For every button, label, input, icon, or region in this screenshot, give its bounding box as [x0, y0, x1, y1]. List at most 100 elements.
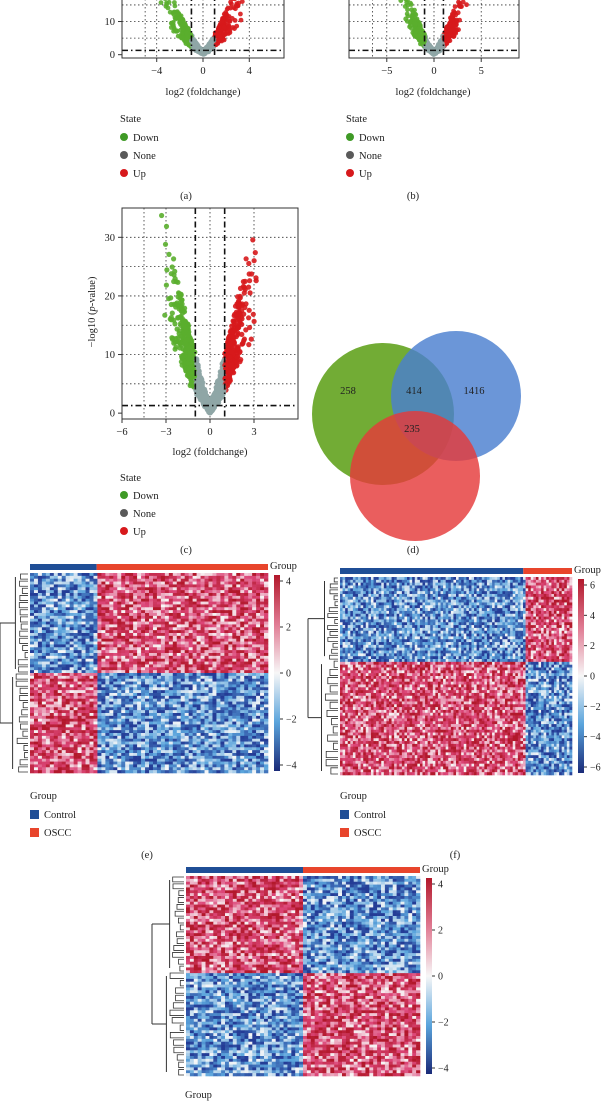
volcano-point [173, 304, 179, 310]
heatmap-cell [33, 621, 39, 625]
heatmap-cell [125, 584, 130, 588]
volcano-point [227, 370, 233, 376]
heatmap-cell [73, 601, 78, 605]
heatmap-cell [45, 601, 51, 605]
heatmap-cell [156, 598, 162, 602]
volcano-point [241, 338, 247, 344]
heatmap-cell [141, 581, 146, 585]
heatmap-cell [156, 578, 162, 582]
heatmap-cell [244, 630, 249, 634]
volcano-point [403, 16, 409, 22]
heatmap-cell [145, 613, 150, 617]
heatmap-cell [69, 613, 74, 617]
heatmap-cell [129, 595, 134, 600]
heatmap-cell [216, 590, 221, 594]
volcano-point [421, 40, 427, 46]
heatmap-cell [41, 618, 47, 622]
heatmap-cell [228, 621, 233, 625]
volcano-point [162, 241, 169, 247]
heatmap-cell [137, 587, 142, 591]
heatmap-cell [228, 613, 233, 617]
heatmap-cell [204, 630, 209, 634]
heatmap-cell [97, 610, 102, 614]
heatmap-cell [196, 604, 201, 608]
heatmap-cell [196, 581, 201, 585]
heatmap-cell [212, 604, 217, 608]
heatmap-cell [164, 607, 170, 611]
volcano-point [235, 325, 241, 331]
heatmap-cell [252, 610, 257, 614]
heatmap-cell [129, 601, 134, 605]
heatmap-cell [61, 615, 66, 620]
heatmap-cell [49, 601, 55, 605]
heatmap-cell [152, 598, 158, 602]
heatmap-cell [240, 593, 245, 597]
heatmap-cell [228, 598, 233, 602]
heatmap-cell [184, 601, 189, 605]
heatmap-cell [256, 595, 261, 600]
heatmap-cell [109, 601, 114, 605]
heatmap-cell [85, 587, 90, 591]
heatmap-cell [236, 624, 241, 628]
heatmap-cell [73, 621, 78, 625]
heatmap-cell [260, 624, 265, 628]
volcano-point [246, 307, 252, 313]
heatmap-cell [168, 601, 174, 605]
heatmap-cell [113, 621, 118, 625]
heatmap-cell [105, 633, 110, 637]
heatmap-cell [49, 630, 55, 634]
heatmap-cell [156, 587, 162, 591]
heatmap-cell [101, 624, 106, 628]
heatmap-cell [228, 581, 233, 585]
y-tick-label: 0 [110, 50, 115, 61]
heatmap-cell [204, 601, 209, 605]
heatmap-cell [33, 613, 39, 617]
heatmap-cell [252, 587, 257, 591]
heatmap-cell [248, 587, 253, 591]
heatmap-cell [137, 630, 142, 634]
heatmap-cell [137, 624, 142, 628]
heatmap-cell [30, 610, 35, 614]
heatmap-cell [180, 618, 185, 622]
heatmap-cell [260, 595, 265, 600]
heatmap-cell [216, 618, 221, 622]
heatmap-cell [141, 627, 146, 631]
heatmap-cell [89, 578, 94, 582]
heatmap-cell [85, 578, 90, 582]
heatmap-cell [152, 573, 158, 577]
heatmap-cell [65, 618, 70, 622]
heatmap-cell [196, 613, 201, 617]
heatmap-cell [232, 584, 237, 588]
heatmap-cell [145, 598, 150, 602]
heatmap-cell [65, 581, 70, 585]
heatmap-cell [192, 581, 197, 585]
volcano-point [227, 341, 234, 347]
heatmap-cell [172, 581, 178, 585]
legend-none-label: None [133, 509, 156, 520]
heatmap-cell [164, 624, 170, 628]
heatmap-cell [93, 621, 98, 625]
heatmap-cell [256, 584, 261, 588]
heatmap-cell [180, 607, 185, 611]
heatmap-cell [224, 584, 229, 588]
heatmap-cell [224, 590, 229, 594]
heatmap-cell [33, 598, 39, 602]
heatmap-cell [236, 584, 241, 588]
heatmap-cell [244, 618, 249, 622]
heatmap-cell [121, 573, 126, 577]
heatmap-cell [93, 595, 98, 600]
heatmap-cell [53, 598, 59, 602]
heatmap-cell [184, 575, 189, 580]
heatmap-cell [248, 615, 253, 620]
heatmap-cell [248, 573, 253, 577]
heatmap-cell [89, 613, 94, 617]
heatmap-cell [129, 624, 134, 628]
heatmap-cell [220, 624, 225, 628]
heatmap-cell [101, 581, 106, 585]
heatmap-cell [137, 573, 142, 577]
heatmap-cell [145, 604, 150, 608]
heatmap-cell [33, 615, 39, 620]
heatmap-cell [57, 607, 63, 611]
heatmap-cell [30, 604, 35, 608]
heatmap-cell [252, 618, 257, 622]
